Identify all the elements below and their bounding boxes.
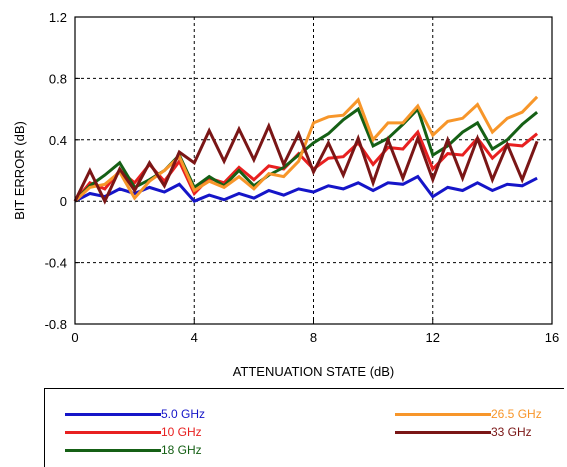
legend-swatch: [65, 430, 161, 434]
legend-label: 5.0 GHz: [161, 407, 206, 421]
legend: 5.0 GHz 10 GHz 18 GHz 26.5 GHz 33 GHz: [44, 388, 564, 467]
legend-label: 18 GHz: [161, 443, 202, 457]
y-tick-label: 0: [60, 194, 67, 209]
bit-error-chart: 0 4 8 12 16 1.2 0.8 0.4 0 -0.4 -0.8 ATTENUATION ST…: [12, 10, 560, 379]
x-tick-label: 4: [191, 330, 198, 345]
legend-swatch: [65, 412, 161, 416]
legend-item-5ghz: 5.0 GHz: [65, 407, 205, 421]
legend-item-33ghz: 33 GHz: [395, 425, 532, 439]
legend-swatch: [395, 412, 491, 416]
y-tick-label: 0.4: [49, 133, 67, 148]
x-tick-label: 12: [426, 330, 440, 345]
y-axis-label: BIT ERROR (dB): [12, 121, 27, 220]
series-line-3: [73, 95, 539, 203]
legend-swatch: [395, 430, 491, 434]
y-tick-label: 0.8: [49, 71, 67, 86]
x-tick-label: 8: [310, 330, 317, 345]
series-layer: [73, 95, 539, 205]
ticks: 0 4 8 12 16 1.2 0.8 0.4 0 -0.4 -0.8: [45, 10, 560, 345]
legend-item-10ghz: 10 GHz: [65, 425, 202, 439]
x-tick-label: 16: [545, 330, 559, 345]
y-tick-label: 1.2: [49, 10, 67, 25]
x-tick-label: 0: [71, 330, 78, 345]
legend-item-26ghz: 26.5 GHz: [395, 407, 542, 421]
legend-item-18ghz: 18 GHz: [65, 443, 202, 457]
legend-label: 10 GHz: [161, 425, 202, 439]
series-line-0: [74, 174, 538, 203]
legend-swatch: [65, 448, 161, 452]
x-axis-label: ATTENUATION STATE (dB): [233, 364, 395, 379]
legend-label: 33 GHz: [491, 425, 532, 439]
series-line-4: [73, 122, 539, 205]
grid: [75, 17, 552, 324]
y-tick-label: -0.4: [45, 256, 67, 271]
legend-label: 26.5 GHz: [491, 407, 542, 421]
y-tick-label: -0.8: [45, 317, 67, 332]
